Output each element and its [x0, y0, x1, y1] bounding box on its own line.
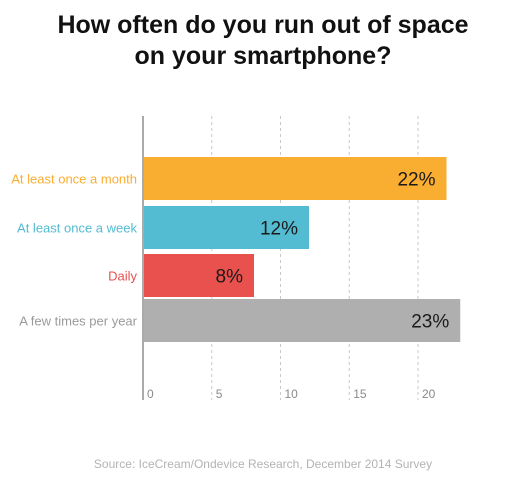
chart-title-line-2: on your smartphone? [134, 42, 392, 70]
bar-at-least-once-a-month [144, 157, 447, 200]
x-axis-ticks: 0 5 10 15 20 [147, 387, 436, 401]
data-label-a-few-times-per-year: 23% [411, 312, 449, 333]
category-label-a-few-times-per-year: A few times per year [19, 314, 137, 329]
source-note: Source: IceCream/Ondevice Research, Dece… [93, 457, 433, 471]
data-label-at-least-once-a-month: 22% [397, 170, 435, 191]
gridlines [211, 116, 419, 400]
category-label-at-least-once-a-month: At least once a month [11, 172, 137, 187]
x-tick-label-0: 0 [147, 387, 154, 401]
x-tick-label-15: 15 [353, 387, 367, 401]
bar-daily [144, 254, 254, 297]
chart-title: How often do you run out of space on you… [0, 10, 526, 72]
x-tick-label-5: 5 [216, 387, 223, 401]
category-labels: At least once a month At least once a wee… [11, 172, 137, 329]
x-tick-label-20: 20 [422, 387, 436, 401]
data-label-daily: 8% [216, 267, 244, 288]
bars: 22% 12% 8% 23% [144, 157, 461, 342]
bar-a-few-times-per-year [144, 299, 461, 342]
bar-at-least-once-a-week [144, 206, 309, 249]
category-label-daily: Daily [108, 269, 137, 284]
category-label-at-least-once-a-week: At least once a week [17, 221, 137, 236]
chart-title-line-1: How often do you run out of space [57, 11, 469, 39]
x-tick-label-10: 10 [285, 387, 299, 401]
data-label-at-least-once-a-week: 12% [260, 219, 298, 240]
